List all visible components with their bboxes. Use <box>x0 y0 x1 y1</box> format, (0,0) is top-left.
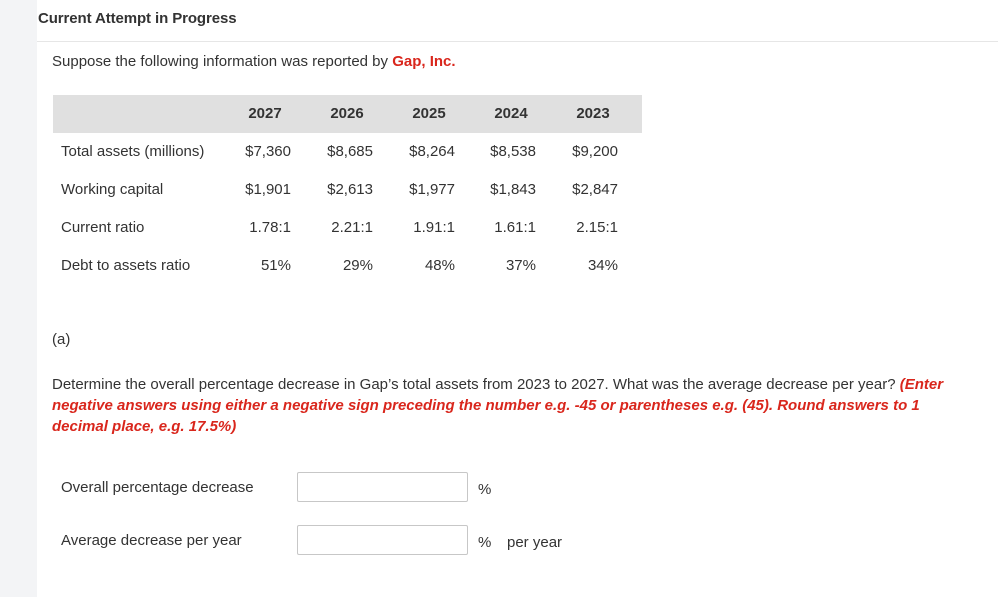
table-cell: $2,847 <box>572 181 618 198</box>
table-cell: 1.91:1 <box>413 219 455 236</box>
average-decrease-label: Average decrease per year <box>61 532 242 549</box>
table-cell: 48% <box>424 257 455 274</box>
table-cell: 1.78:1 <box>249 219 291 236</box>
part-label: (a) <box>52 331 71 348</box>
table-cell: 34% <box>587 257 618 274</box>
year-header: 2027 <box>248 105 282 122</box>
year-header: 2023 <box>576 105 610 122</box>
table-header-row <box>53 95 642 133</box>
company-name: Gap, Inc. <box>392 53 456 70</box>
question-prompt: Determine the overall percentage decreas… <box>52 376 900 393</box>
table-cell: 1.61:1 <box>494 219 536 236</box>
overall-decrease-label: Overall percentage decrease <box>61 479 254 496</box>
question-text: Determine the overall percentage decreas… <box>52 374 977 437</box>
percent-unit: % <box>478 534 492 551</box>
intro-sentence: Suppose the following information was re… <box>52 53 393 70</box>
overall-decrease-input[interactable] <box>297 472 468 502</box>
question-card: Current Attempt in Progress Suppose the … <box>37 0 998 597</box>
intro-text: Suppose the following information was re… <box>52 53 456 70</box>
table-cell: 37% <box>505 257 536 274</box>
answer-instruction: (Enter negative answers using either a n… <box>52 376 944 435</box>
row-label-current-ratio: Current ratio <box>61 219 145 236</box>
row-label-debt-to-assets: Debt to assets ratio <box>61 257 191 274</box>
year-header: 2026 <box>330 105 364 122</box>
table-cell: $1,977 <box>409 181 455 198</box>
per-year-suffix: per year <box>507 534 563 551</box>
average-decrease-input[interactable] <box>297 525 468 555</box>
row-label-working-capital: Working capital <box>61 181 164 198</box>
row-label-total-assets: Total assets (millions) <box>61 143 205 160</box>
table-cell: $7,360 <box>245 143 291 160</box>
table-cell: $1,843 <box>490 181 536 198</box>
percent-unit: % <box>478 481 492 498</box>
table-cell: $9,200 <box>572 143 618 160</box>
year-header: 2024 <box>494 105 528 122</box>
table-cell: $8,264 <box>409 143 455 160</box>
table-cell: $2,613 <box>327 181 373 198</box>
header: Current Attempt in Progress <box>37 0 998 42</box>
table-cell: 51% <box>260 257 291 274</box>
table-cell: 2.21:1 <box>331 219 373 236</box>
attempt-status-title: Current Attempt in Progress <box>38 10 237 27</box>
year-header: 2025 <box>412 105 446 122</box>
table-cell: $1,901 <box>245 181 291 198</box>
table-cell: $8,685 <box>327 143 373 160</box>
table-cell: 29% <box>342 257 373 274</box>
table-cell: $8,538 <box>490 143 536 160</box>
table-cell: 2.15:1 <box>576 219 618 236</box>
